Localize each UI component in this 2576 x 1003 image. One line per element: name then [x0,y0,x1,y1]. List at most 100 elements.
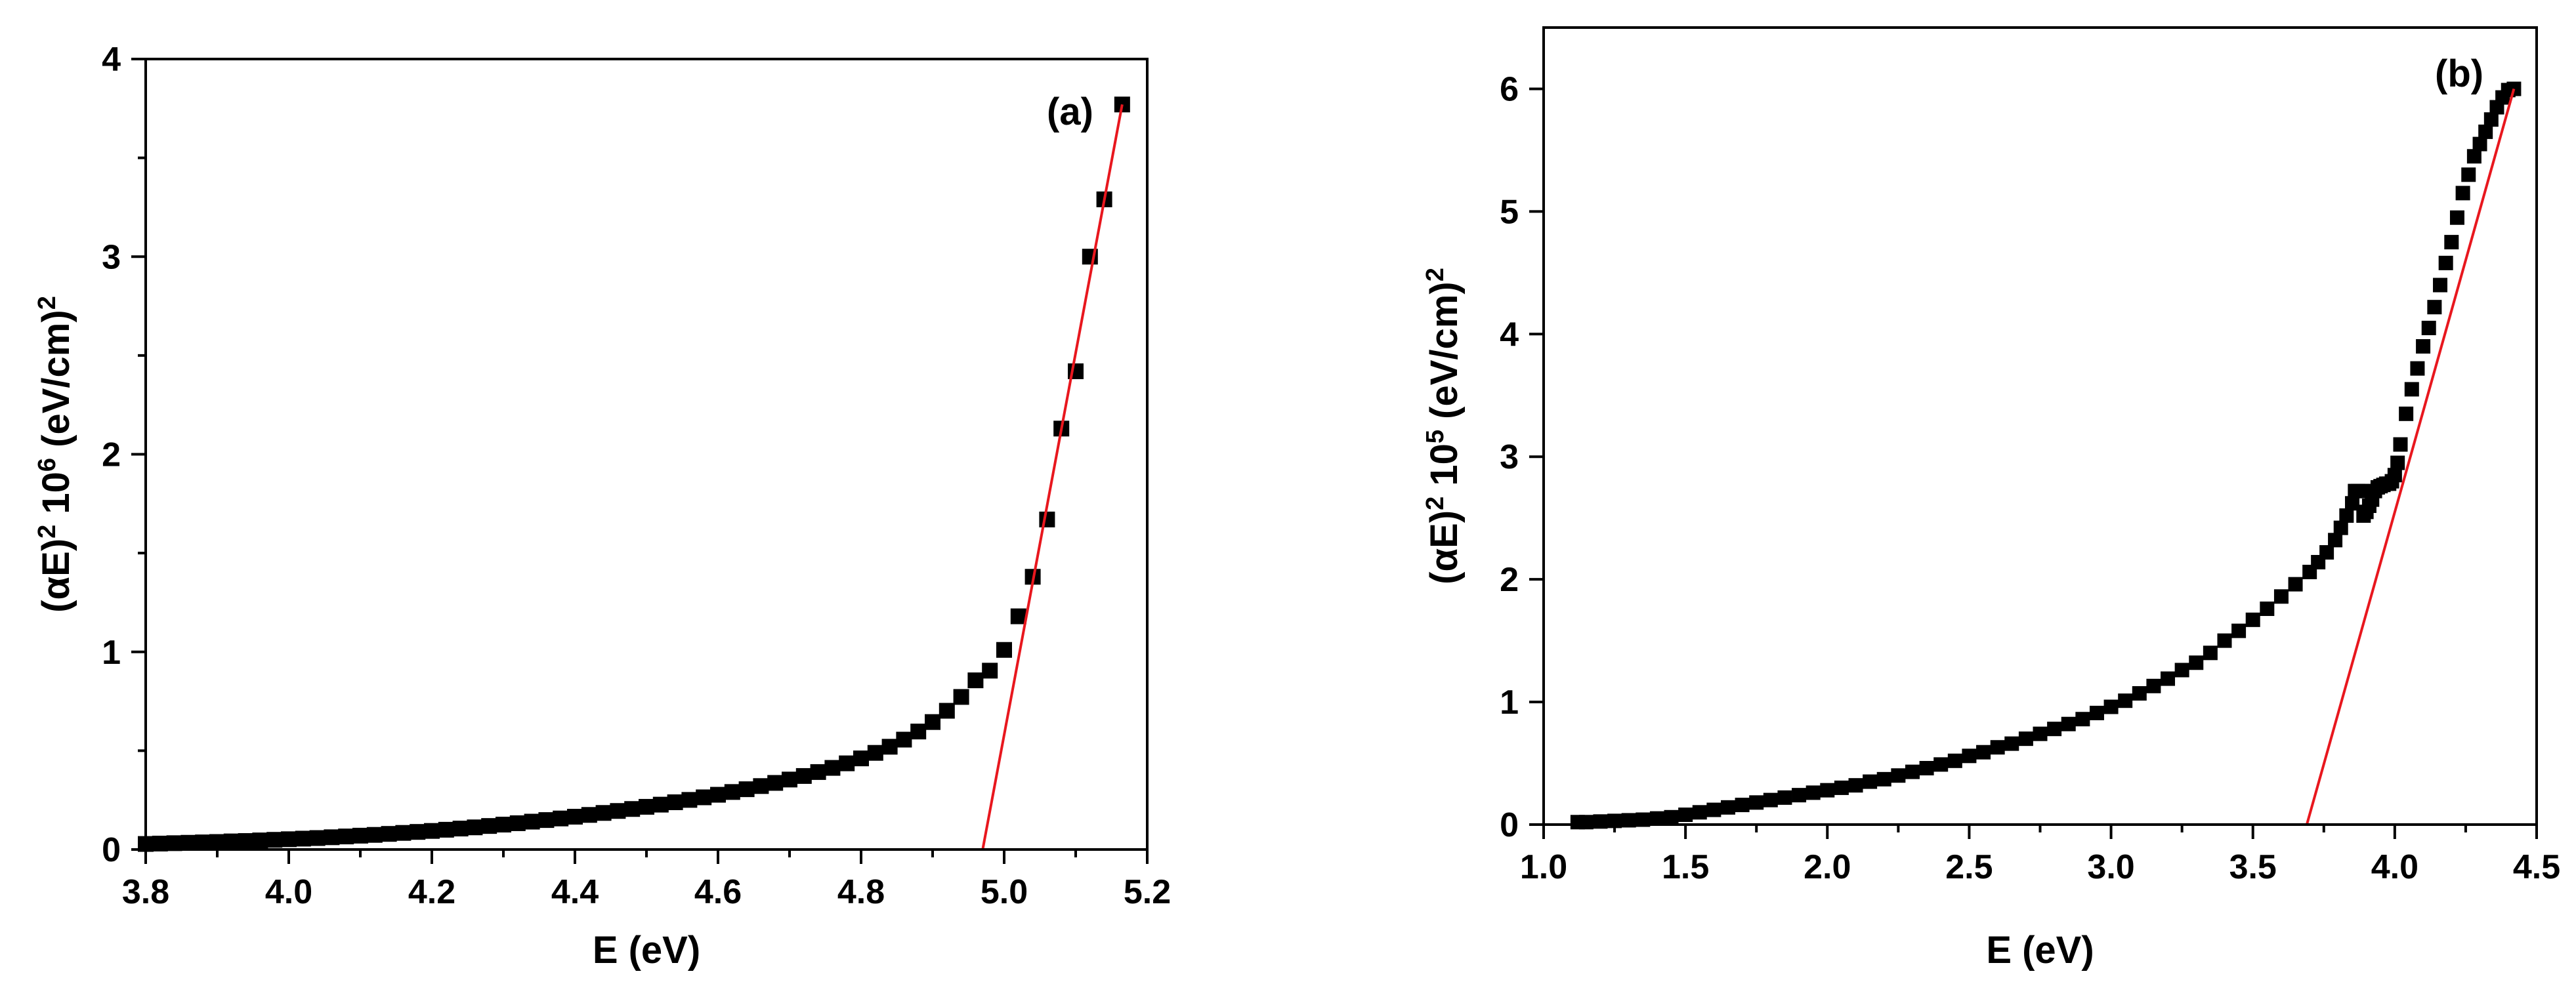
data-point [795,768,812,784]
data-point [1863,774,1878,789]
data-point [1706,802,1721,817]
fit-line [981,104,1124,850]
chart-a-panel-label: (a) [1047,91,1093,133]
data-point [266,832,283,848]
y-title-part: (eV/cm) [1423,281,1466,430]
data-point [2353,483,2368,499]
data-point [2161,671,2176,686]
data-point [1805,785,1821,800]
data-point [610,803,626,819]
data-point [2387,468,2402,483]
data-point [2339,508,2354,523]
data-point [2472,136,2487,152]
y-title-part: 2 [1422,268,1449,281]
data-point [2033,726,2048,741]
data-point [424,823,440,839]
y-title-part: 2 [1422,497,1449,510]
data-point [1792,788,1807,803]
data-point [553,810,569,827]
chart-b-ticks: 1.0 1.5 2.0 2.5 3.0 3.5 4.0 4.5 0 1 2 3 4 5 6 [1500,70,2560,886]
data-point [338,829,354,845]
chart-b-plot-frame [1542,26,2538,826]
x-tick-label: 5.2 [1124,873,1171,911]
data-point [366,827,383,843]
data-point [2433,277,2448,293]
data-point [1947,753,1962,768]
x-tick-label: 5.0 [981,873,1028,911]
data-point [2132,686,2147,701]
data-point [524,813,540,830]
data-point [853,750,869,767]
data-point [2174,663,2189,678]
y-tick-label: 0 [102,831,121,869]
data-point [1664,809,1679,825]
x-tick-label: 1.5 [1662,848,1709,886]
chart-a-fit-line-group [981,104,1124,850]
data-point [2333,520,2348,535]
data-point [2103,699,2119,714]
data-point [1749,795,1764,810]
data-point [2217,633,2232,648]
x-tick-label: 4.6 [694,873,742,911]
y-tick-label: 3 [1500,438,1519,476]
data-point [2393,437,2408,452]
data-point [867,745,883,761]
x-tick-label: 4.2 [408,873,455,911]
data-point [595,805,612,821]
data-point [2288,577,2303,592]
data-point [1720,800,1735,815]
y-title-part: 10 [35,472,77,525]
y-title-part: ( [35,600,77,613]
y-title-part: 2 [33,525,61,539]
data-point [509,815,526,831]
x-tick-label: 2.5 [1945,848,1993,886]
y-title-part: 2 [33,296,61,310]
data-point [467,819,483,836]
y-tick-label: 4 [1500,316,1519,354]
data-point [724,784,740,800]
data-point [1962,748,1977,764]
data-point [1607,813,1622,829]
data-point [839,755,855,771]
x-tick-label: 3.8 [122,873,169,911]
x-tick-label: 4.0 [2371,848,2418,886]
fit-line [2305,88,2516,825]
data-point [195,834,211,851]
data-point [953,689,969,705]
data-point [652,796,669,813]
data-point [238,833,254,849]
data-point [2075,712,2090,727]
data-point [2449,210,2464,225]
data-point [624,801,641,817]
data-point [1678,808,1693,823]
data-point [2478,124,2493,139]
data-point [2047,722,2062,737]
data-point [438,821,454,838]
x-tick-label: 4.5 [2513,848,2560,886]
chart-a-x-axis-title: E (eV) [593,929,700,972]
y-tick-label: 2 [1500,561,1519,599]
y-title-part: 10 [1423,443,1466,497]
y-tick-label: 0 [1500,806,1519,844]
data-point [1735,798,1750,813]
data-point [2061,716,2076,731]
data-point [309,830,326,846]
data-point [939,703,955,719]
x-tick-label: 3.0 [2087,848,2134,886]
data-point [2404,382,2419,397]
data-point [2410,361,2425,376]
data-point [1976,745,1991,760]
data-point [1933,757,1949,772]
data-point [2399,406,2414,421]
data-point [2004,736,2019,751]
data-point [767,775,784,791]
data-point [2245,612,2260,627]
data-point [2260,602,2275,617]
data-point [2416,339,2431,354]
data-point [2089,705,2104,720]
data-point [209,834,225,850]
data-point [2444,235,2459,250]
data-point [1039,511,1055,527]
data-point [2189,655,2204,670]
y-title-part: E) [35,539,77,577]
